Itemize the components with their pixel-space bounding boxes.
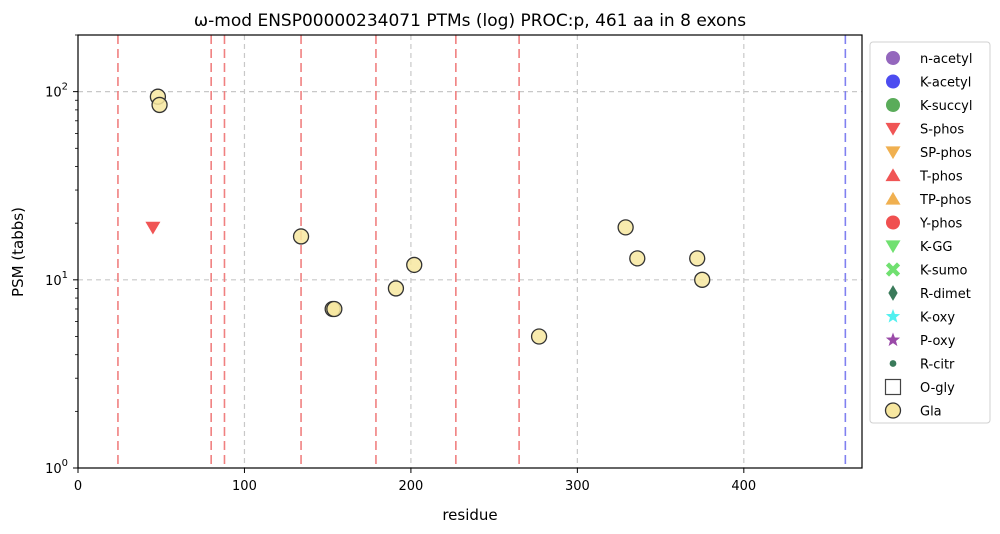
legend-label: S-phos [920,123,964,138]
legend-marker-k-succyl [886,98,900,112]
legend-marker-y-phos [886,215,900,230]
legend-label: Y-phos [919,217,963,232]
point-gla [326,300,343,318]
legend-label: R-dimet [920,287,971,302]
legend-marker-r-dimet [888,285,898,301]
data-points [145,88,711,345]
legend-marker-k-sumo [885,262,901,277]
point-s-phos [145,221,161,235]
legend-marker-r-citr [889,360,897,367]
legend-box [869,41,991,424]
legend-label: K-acetyl [920,76,971,91]
point-gla [151,96,168,114]
legend-label: R-citr [920,358,955,373]
x-axis-label: residue [442,506,497,524]
x-tick-label: 0 [74,479,82,494]
point-gla [617,219,634,236]
legend-marker-gla [884,402,902,419]
legend-marker-s-phos [885,122,901,136]
legend-marker-sp-phos [885,146,901,160]
legend-marker-p-oxy [885,332,901,347]
chart-title: ω-mod ENSP00000234071 PTMs (log) PROC:p,… [194,11,746,31]
legend-marker-o-gly [884,378,902,396]
axis-ticks: 0 100 200 300 400 100 101 102 [45,34,756,494]
y-tick-label: 102 [45,82,68,101]
exon-boundary-lines [117,35,847,468]
point-gla [694,271,711,288]
legend-marker-t-phos [885,168,901,182]
legend-label: K-succyl [920,99,972,114]
point-gla [689,250,706,267]
legend-label: Gla [920,405,942,420]
legend-label: n-acetyl [920,52,972,67]
point-gla [530,328,548,345]
legend-marker-k-oxy [885,309,901,323]
y-axis-label: PSM (tabbs) [9,207,27,297]
legend-label: K-sumo [920,264,968,279]
x-tick-label: 400 [731,479,756,494]
legend-marker-n-acetyl [886,51,900,65]
point-gla [292,228,310,245]
point-gla [406,256,423,274]
legend-marker-k-gg [885,240,901,254]
x-tick-label: 200 [398,479,423,494]
legend-label: SP-phos [920,146,972,161]
x-tick-label: 300 [565,479,590,494]
legend-label: O-gly [920,381,955,396]
y-tick-label: 101 [45,270,68,289]
legend-label: K-oxy [920,311,955,326]
legend-label: T-phos [919,170,963,185]
legend-label: P-oxy [920,334,956,349]
legend-marker-tp-phos [885,191,901,205]
grid [78,35,862,468]
point-gla [387,280,405,297]
point-gla [629,250,646,267]
legend-marker-k-acetyl [886,74,900,89]
legend-label: K-GG [920,240,952,255]
legend: n-acetyl K-acetyl K-succyl S-phos SP-phos T-p… [869,41,991,424]
plot-frame [77,34,863,469]
y-tick-label: 100 [45,458,68,477]
legend-label: TP-phos [919,193,972,208]
x-tick-label: 100 [232,479,257,494]
